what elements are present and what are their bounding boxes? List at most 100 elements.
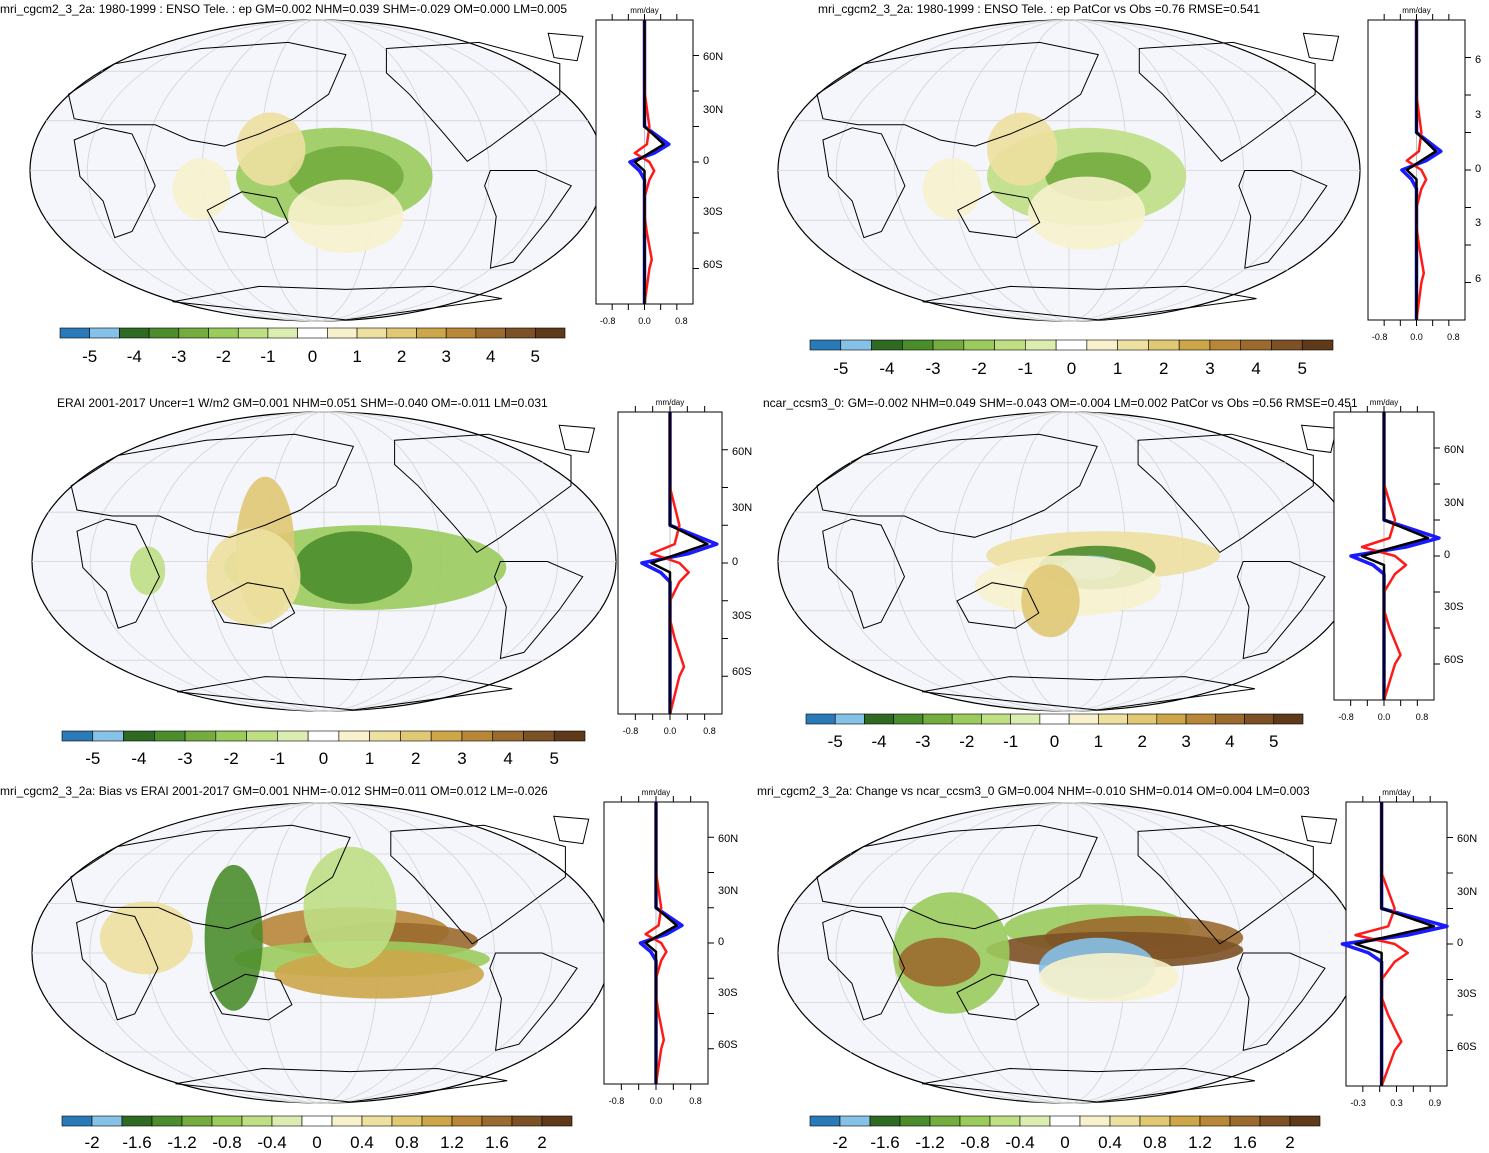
continent-eurasia — [816, 433, 1098, 538]
lat-tick-label: 3 — [1475, 217, 1482, 229]
colorbar-swatch — [1214, 713, 1245, 725]
colorbar-label: 0.8 — [395, 1133, 419, 1152]
colorbar-swatch — [899, 1115, 931, 1127]
colorbar-swatch — [989, 1115, 1021, 1127]
panel-title: ncar_ccsm3_0: GM=-0.002 NHM=0.049 SHM=-0… — [763, 396, 1358, 410]
colorbar-label: 5 — [530, 347, 541, 366]
colorbar-label: -4 — [126, 347, 142, 366]
colorbar-label: -2 — [215, 347, 231, 366]
colorbar-swatch — [492, 730, 524, 742]
zonal-mean-line — [1405, 20, 1438, 320]
panel-title: mri_cgcm2_3_2a: Change vs ncar_ccsm3_0 G… — [757, 784, 1310, 798]
panel-title: mri_cgcm2_3_2a: 1980-1999 : ENSO Tele. :… — [0, 2, 568, 16]
colorbar-swatch — [1169, 1115, 1201, 1127]
lat-tick-label: 6 — [1475, 272, 1482, 285]
colorbar-label: -1 — [1017, 359, 1033, 378]
colorbar-swatch — [553, 730, 586, 742]
colorbar-swatch — [541, 1115, 573, 1127]
colorbar-label: 3 — [441, 347, 451, 366]
zonal-mean-line — [1360, 412, 1430, 700]
colorbar-swatch — [922, 713, 953, 725]
colorbar-swatch — [1098, 713, 1128, 725]
colorbar-swatch — [959, 1115, 991, 1127]
colorbar-swatch — [211, 1115, 243, 1127]
x-tick-label: 0.9 — [1428, 1098, 1442, 1108]
colorbar-swatch — [951, 713, 982, 725]
colorbar-swatch — [534, 327, 566, 339]
lat-tick-label: 30N — [732, 501, 753, 514]
colorbar-swatch — [61, 1115, 93, 1127]
colorbar-swatch — [89, 327, 120, 339]
colorbar-label: -2 — [832, 1133, 848, 1152]
colorbar-label: -1 — [1003, 732, 1019, 751]
colorbar-swatch — [869, 1115, 901, 1127]
colorbar-label: -2 — [959, 732, 975, 751]
x-tick-label: 0.0 — [1410, 332, 1423, 342]
colorbar-label: 1.2 — [440, 1133, 464, 1152]
colorbar — [59, 327, 566, 339]
colorbar-swatch — [1240, 339, 1272, 351]
colorbar-label: -5 — [85, 749, 101, 768]
continent-eurasia — [70, 824, 351, 930]
continent-antarctica — [921, 1067, 1255, 1103]
lat-tick-label: 0 — [718, 936, 725, 948]
colorbar-swatch — [241, 1115, 273, 1127]
unit-label: mm/day — [641, 788, 671, 797]
x-tick-label: 0.8 — [1415, 712, 1429, 722]
colorbar-swatch — [386, 327, 417, 339]
colorbar-swatch — [369, 730, 401, 742]
colorbar-label: -1.6 — [122, 1133, 152, 1152]
colorbar-label: -1.6 — [870, 1133, 900, 1152]
zonal-profile-plot — [1367, 14, 1471, 326]
colorbar — [61, 730, 586, 742]
map-plot — [777, 19, 1361, 322]
continent-australia — [206, 191, 289, 239]
x-tick-label: 0.0 — [649, 1096, 663, 1106]
continent-eurasia — [70, 433, 355, 538]
anomaly-patch — [274, 949, 484, 999]
continent-north-america — [1137, 433, 1314, 554]
anomaly-patch — [172, 158, 231, 220]
anomaly-patch — [206, 528, 301, 626]
colorbar-swatch — [121, 1115, 153, 1127]
unit-label: mm/day — [630, 6, 659, 15]
continent-africa — [822, 909, 906, 1021]
x-tick-label: -0.8 — [1371, 332, 1388, 342]
zonal-mean-line — [1360, 412, 1408, 701]
colorbar-label: 2 — [396, 347, 407, 366]
continent-north-america — [390, 824, 566, 945]
x-tick-label: -0.8 — [599, 316, 616, 326]
continent-australia — [211, 582, 296, 629]
anomaly-field — [99, 846, 490, 1011]
colorbar-label: -2 — [84, 1133, 100, 1152]
colorbar-label: 3 — [1181, 732, 1191, 751]
lat-tick-label: 30N — [703, 103, 724, 116]
continent-antarctica — [922, 285, 1257, 321]
colorbar-swatch — [356, 327, 388, 339]
continent-australia — [957, 191, 1041, 239]
colorbar-label: -3 — [915, 732, 931, 751]
colorbar-label: -4 — [879, 359, 895, 378]
colorbar-swatch — [421, 1115, 453, 1127]
continent-africa — [73, 127, 156, 239]
graticule — [778, 411, 1358, 712]
colorbar-swatch — [1185, 713, 1216, 725]
colorbar-swatch — [461, 730, 494, 742]
zonal-mean-line — [650, 412, 709, 714]
island-greenland — [553, 815, 590, 845]
colorbar-label: -5 — [82, 347, 98, 366]
lat-tick-label: 60N — [703, 51, 724, 64]
lat-tick-label: 60S — [1457, 1040, 1477, 1053]
continent-south-america — [1236, 561, 1326, 660]
anomaly-patch — [236, 112, 306, 186]
colorbar-swatch — [981, 713, 1011, 725]
lat-tick-label: 0 — [1457, 937, 1464, 949]
colorbar-swatch — [153, 730, 186, 742]
colorbar-swatch — [1156, 713, 1187, 725]
anomaly-field — [129, 476, 507, 626]
colorbar-label: 1.2 — [1188, 1133, 1212, 1152]
colorbar-label: -5 — [833, 359, 849, 378]
colorbar-swatch — [61, 730, 94, 742]
continent-south-america — [1238, 170, 1328, 269]
colorbar-swatch — [994, 339, 1026, 351]
